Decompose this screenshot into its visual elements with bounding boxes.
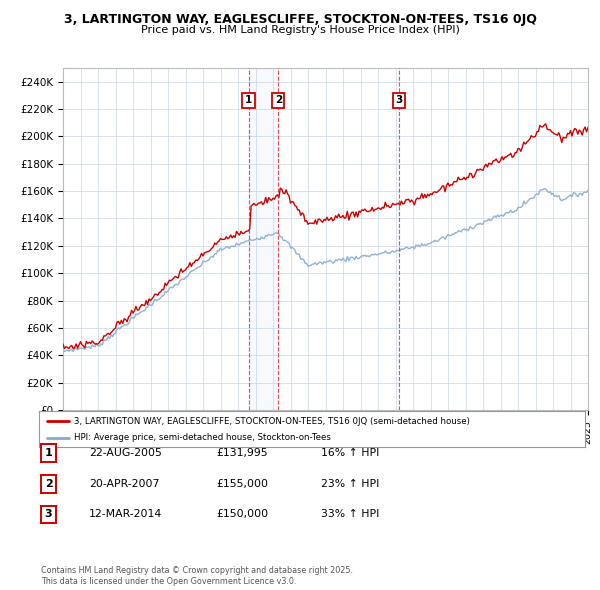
Text: 3: 3 <box>45 510 52 519</box>
Text: Price paid vs. HM Land Registry's House Price Index (HPI): Price paid vs. HM Land Registry's House … <box>140 25 460 35</box>
Text: £150,000: £150,000 <box>216 510 268 519</box>
Text: Contains HM Land Registry data © Crown copyright and database right 2025.
This d: Contains HM Land Registry data © Crown c… <box>41 566 353 586</box>
Text: 2: 2 <box>275 96 282 106</box>
Text: 3: 3 <box>395 96 403 106</box>
Text: £155,000: £155,000 <box>216 479 268 489</box>
Text: 20-APR-2007: 20-APR-2007 <box>89 479 159 489</box>
Text: 23% ↑ HPI: 23% ↑ HPI <box>321 479 379 489</box>
Text: 3, LARTINGTON WAY, EAGLESCLIFFE, STOCKTON-ON-TEES, TS16 0JQ (semi-detached house: 3, LARTINGTON WAY, EAGLESCLIFFE, STOCKTO… <box>74 417 470 425</box>
Text: 2: 2 <box>45 479 52 489</box>
Text: £131,995: £131,995 <box>216 448 268 458</box>
Text: 22-AUG-2005: 22-AUG-2005 <box>89 448 161 458</box>
Text: HPI: Average price, semi-detached house, Stockton-on-Tees: HPI: Average price, semi-detached house,… <box>74 433 331 442</box>
Text: 1: 1 <box>45 448 52 458</box>
Text: 3, LARTINGTON WAY, EAGLESCLIFFE, STOCKTON-ON-TEES, TS16 0JQ: 3, LARTINGTON WAY, EAGLESCLIFFE, STOCKTO… <box>64 13 536 26</box>
Text: 1: 1 <box>245 96 252 106</box>
Text: 16% ↑ HPI: 16% ↑ HPI <box>321 448 379 458</box>
Text: 12-MAR-2014: 12-MAR-2014 <box>89 510 162 519</box>
Bar <box>248 68 278 410</box>
Text: 33% ↑ HPI: 33% ↑ HPI <box>321 510 379 519</box>
